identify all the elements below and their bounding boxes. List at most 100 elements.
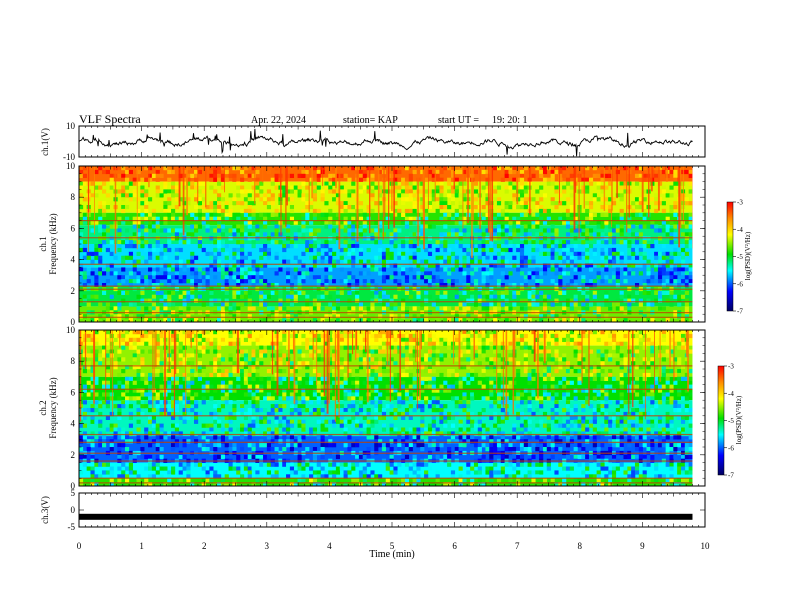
spec-cell — [408, 166, 413, 171]
spec-cell — [412, 220, 417, 225]
spec-cell — [98, 396, 103, 401]
spec-cell — [404, 216, 410, 221]
spec-cell — [661, 185, 666, 190]
spec-cell — [485, 396, 490, 401]
spec-cell — [642, 216, 647, 221]
spec-cell — [282, 318, 287, 323]
spec-cell — [335, 294, 341, 299]
spec-cell — [627, 404, 632, 409]
spec-cell — [194, 298, 199, 303]
spec-cell — [623, 415, 628, 420]
spec-cell — [569, 415, 574, 420]
spec-cell — [573, 349, 578, 354]
spec-cell — [270, 220, 275, 225]
spec-cell — [190, 330, 195, 335]
spec-cell — [661, 384, 666, 389]
spec-cell — [128, 251, 133, 256]
spec-cell — [661, 396, 666, 401]
spec-cell — [136, 376, 141, 381]
spec-cell — [443, 244, 448, 249]
spec-cell — [619, 423, 624, 428]
spec-cell — [128, 271, 133, 276]
spec-cell — [182, 169, 187, 175]
spec-cell — [531, 369, 536, 374]
spec-cell — [493, 357, 498, 362]
spec-cell — [224, 372, 229, 378]
spec-cell — [546, 392, 551, 397]
spec-cell — [673, 224, 678, 229]
spec-cell — [669, 251, 674, 256]
spec-cell — [631, 247, 636, 253]
spec-cell — [577, 431, 582, 436]
spec-cell — [171, 423, 176, 428]
spec-cell — [182, 408, 187, 413]
spec-cell — [404, 189, 410, 194]
spec-cell — [431, 197, 436, 202]
spec-cell — [619, 380, 624, 385]
spec-cell — [473, 353, 479, 358]
spec-cell — [443, 283, 448, 288]
spec-cell — [608, 369, 613, 374]
spec-cell — [481, 337, 486, 342]
spec-cell — [328, 302, 333, 307]
spec-cell — [489, 330, 494, 335]
spec-cell — [508, 345, 513, 350]
spec-cell — [654, 419, 659, 424]
spec-cell — [500, 263, 505, 268]
spec-cell — [251, 369, 256, 374]
spec-cell — [312, 216, 318, 221]
spec-cell — [186, 400, 191, 405]
spec-cell — [401, 353, 406, 358]
spec-cell — [393, 400, 398, 405]
spec-cell — [600, 189, 605, 194]
spec-cell — [523, 333, 528, 339]
spec-cell — [117, 380, 122, 385]
spec-cell — [224, 384, 229, 389]
spec-cell — [546, 419, 551, 424]
spec-cell — [523, 275, 528, 280]
spec-cell — [140, 298, 145, 303]
spec-cell — [523, 298, 528, 303]
spec-cell — [86, 302, 91, 307]
spec-cell — [381, 415, 387, 420]
spec-cell — [473, 205, 479, 210]
spec-cell — [94, 349, 99, 354]
spec-cell — [638, 298, 643, 303]
spec-cell — [596, 349, 601, 354]
spec-cell — [117, 275, 122, 280]
spec-cell — [213, 263, 218, 268]
spec-cell — [201, 330, 206, 335]
spec-cell — [278, 376, 283, 381]
spec-cell — [197, 267, 202, 272]
spec-cell — [646, 361, 651, 366]
spec-cell — [531, 376, 536, 381]
spec-cell — [171, 302, 176, 307]
spec-cell — [523, 357, 528, 362]
spec-cell — [404, 314, 410, 319]
spec-cell — [638, 427, 643, 432]
spec-cell — [121, 392, 126, 397]
spec-cell — [328, 173, 333, 178]
spec-cell — [623, 189, 628, 194]
spec-cell — [565, 247, 571, 253]
spec-cell — [174, 275, 179, 280]
spec-cell — [627, 419, 632, 424]
spec-cell — [596, 263, 601, 268]
sferic-streak — [197, 166, 199, 204]
spec-cell — [608, 372, 613, 378]
spec-cell — [171, 396, 176, 401]
spec-cell — [132, 396, 137, 401]
spec-cell — [493, 263, 498, 268]
spec-cell — [374, 267, 379, 272]
spec-cell — [171, 415, 176, 420]
spec-cell — [255, 384, 260, 389]
sferic-streak — [491, 166, 494, 242]
spec-cell — [278, 408, 283, 413]
spec-cell — [615, 275, 620, 280]
spec-cell — [562, 384, 567, 389]
spec-cell — [163, 271, 168, 276]
spec-cell — [335, 212, 341, 217]
spec-cell — [171, 267, 176, 272]
spec-cell — [642, 197, 647, 202]
spec-cell — [661, 208, 666, 214]
